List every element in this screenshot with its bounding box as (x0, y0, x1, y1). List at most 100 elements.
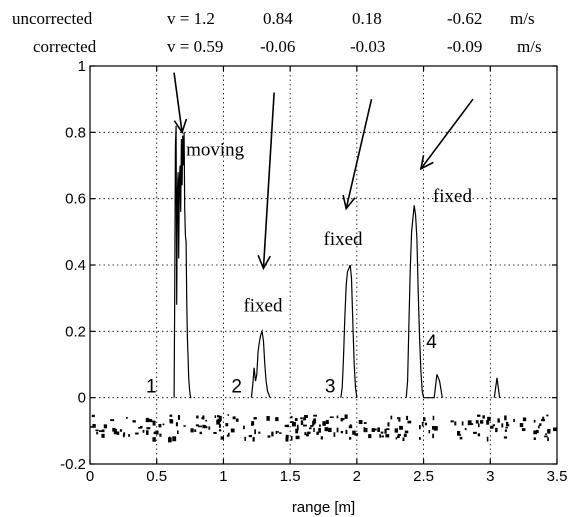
noise-speck (459, 436, 463, 440)
noise-speck (492, 424, 495, 427)
annotation-label: moving (186, 140, 245, 161)
noise-speck (275, 417, 279, 422)
noise-speck (251, 421, 255, 426)
noise-speck (461, 421, 464, 426)
noise-speck (542, 416, 545, 419)
noise-speck (145, 430, 149, 435)
noise-speck (271, 431, 274, 437)
noise-speck (316, 431, 319, 435)
noise-speck (142, 429, 145, 433)
noise-speck (390, 415, 393, 420)
noise-speck (536, 429, 539, 434)
noise-speck (397, 435, 400, 439)
noise-speck (553, 427, 557, 432)
noise-speck (482, 415, 485, 419)
noise-speck (232, 416, 236, 420)
noise-speck (154, 431, 158, 434)
noise-speck (252, 437, 255, 442)
noise-speck (433, 426, 438, 431)
noise-speck (197, 425, 202, 428)
noise-speck (149, 420, 154, 423)
noise-speck (381, 435, 384, 438)
noise-speck (403, 433, 407, 438)
noise-speck (300, 417, 303, 420)
arrow-head (342, 194, 356, 211)
annotation-label: fixed (324, 229, 364, 250)
arrow-head (419, 154, 434, 171)
noise-speck (352, 430, 356, 435)
noise-speck (214, 415, 217, 419)
noise-speck (306, 433, 309, 437)
noise-speck (294, 418, 298, 422)
noise-speck (295, 435, 300, 440)
noise-speck (397, 417, 400, 420)
noise-speck (421, 421, 424, 427)
uncorrected-value-3: 0.18 (352, 9, 382, 28)
arrow-shaft (173, 72, 183, 133)
noise-speck (384, 428, 387, 434)
noise-speck (432, 415, 435, 421)
noise-speck (480, 420, 484, 424)
noise-speck (365, 427, 368, 433)
noise-speck (199, 431, 202, 435)
noise-speck (313, 414, 317, 417)
noise-speck (227, 414, 230, 416)
noise-speck (432, 433, 435, 439)
noise-speck (501, 423, 504, 428)
noise-speck (98, 430, 103, 432)
noise-speck (145, 417, 150, 423)
noise-speck (243, 425, 245, 430)
target-number-label: 4 (426, 332, 437, 353)
noise-speck (547, 437, 549, 442)
noise-speck (213, 431, 217, 434)
noise-speck (358, 420, 363, 425)
noise-speck (497, 418, 500, 423)
noise-speck (196, 415, 199, 419)
noise-speck (96, 431, 99, 435)
trace-segment (493, 377, 501, 398)
noise-speck (126, 417, 128, 419)
annotation-labels: moving fixed fixed fixed 1 2 3 4 (146, 140, 472, 398)
noise-speck (162, 423, 165, 426)
noise-speck (146, 427, 151, 430)
noise-speck (228, 432, 230, 437)
noise-speck (325, 419, 329, 425)
trace-segment (173, 125, 192, 399)
noise-speck (290, 416, 293, 419)
x-tick-label: 2.5 (413, 468, 434, 485)
noise-speck (489, 425, 494, 429)
trace-segment (340, 264, 358, 398)
noise-speck (503, 436, 508, 439)
noise-speck (533, 430, 538, 435)
noise-speck (371, 428, 375, 432)
noise-speck (477, 423, 480, 428)
noise-speck (152, 420, 156, 426)
noise-speck (110, 419, 115, 422)
noise-speck (477, 414, 481, 417)
noise-speck (319, 424, 321, 427)
noise-speck (218, 429, 222, 432)
corrected-unit: m/s (517, 37, 542, 56)
noise-speck (312, 422, 316, 425)
noise-speck (333, 432, 336, 437)
noise-speck (205, 426, 208, 429)
noise-speck (169, 414, 173, 417)
arrow-shaft (262, 92, 275, 269)
noise-speck (340, 430, 344, 434)
noise-speck (318, 427, 321, 433)
arrow-shaft (420, 98, 474, 170)
uncorrected-value-1: v = 1.2 (167, 9, 215, 28)
noise-speck (195, 424, 199, 427)
target-number-label: 3 (325, 377, 336, 398)
corrected-label: corrected (33, 37, 97, 56)
noise-speck (522, 417, 527, 422)
noise-band (90, 414, 557, 443)
uncorrected-label: uncorrected (12, 9, 93, 28)
noise-speck (454, 421, 457, 426)
noise-speck (467, 420, 472, 426)
noise-speck (183, 425, 186, 427)
noise-speck (340, 417, 343, 422)
noise-speck (475, 420, 479, 424)
noise-speck (395, 437, 398, 440)
